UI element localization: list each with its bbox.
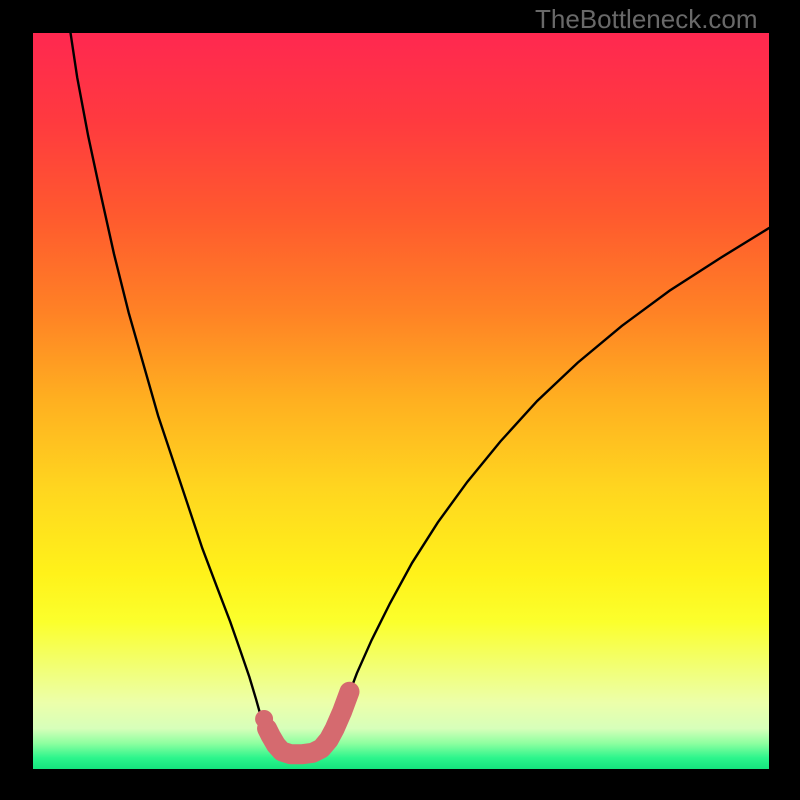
gradient-background: [33, 33, 769, 769]
valley-marker-dot: [255, 710, 273, 728]
plot-area: [33, 33, 769, 769]
watermark-text: TheBottleneck.com: [535, 4, 758, 35]
plot-svg: [33, 33, 769, 769]
